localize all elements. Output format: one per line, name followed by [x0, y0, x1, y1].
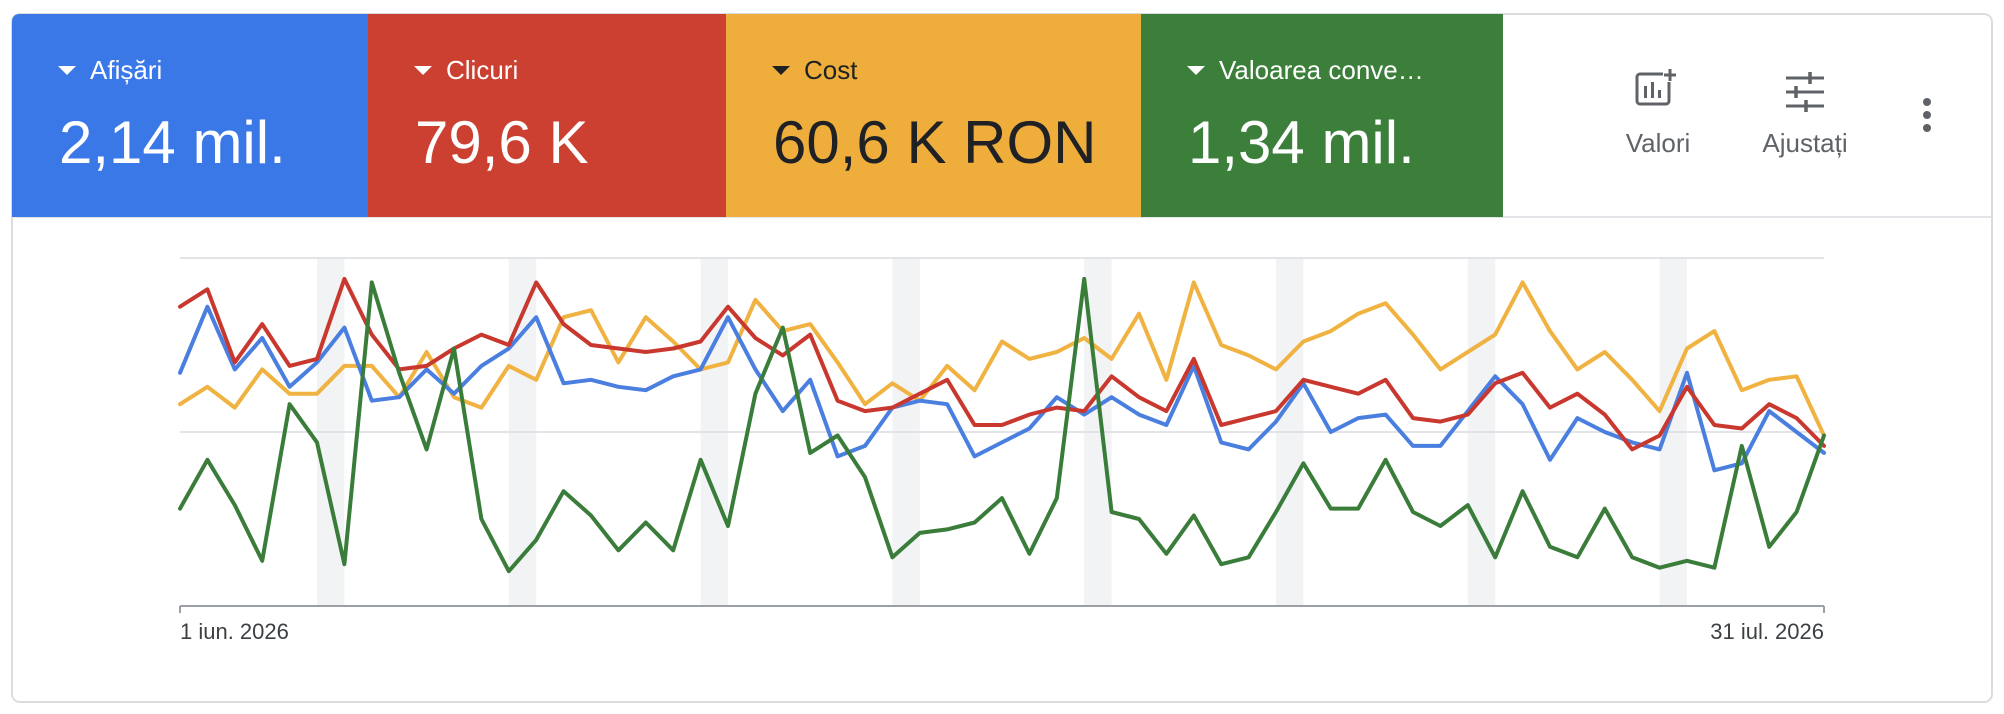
menu-dot — [1923, 98, 1931, 106]
menu-dot — [1923, 124, 1931, 132]
dropdown-arrow — [58, 66, 76, 75]
tile-background — [1141, 14, 1503, 217]
series-line — [178, 304, 1826, 473]
metric-value: 60,6 K RON — [773, 109, 1096, 176]
action-label: Ajustați — [1762, 128, 1847, 158]
values-icon — [1664, 69, 1676, 81]
metric-tiles: Afișări 2,14 mil. Clicuri 79,6 K Cost 60,6 K … — [12, 14, 1503, 217]
dropdown-arrow — [1187, 66, 1205, 75]
metric-name: Afișări — [90, 55, 162, 85]
dropdown-arrow — [772, 66, 790, 75]
adjust-icon — [1794, 72, 1812, 112]
metric-tile[interactable]: Valoarea conve… 1,34 mil. — [1141, 14, 1503, 217]
adjust-button[interactable]: Ajustați — [1762, 72, 1848, 158]
series-line — [178, 276, 1826, 574]
x-tick-label: 31 iul. 2026 — [1710, 619, 1824, 644]
values-icon — [1644, 86, 1647, 98]
values-button[interactable]: Valori — [1626, 68, 1691, 158]
metric-tile[interactable]: Afișări 2,14 mil. — [12, 14, 368, 217]
metric-name: Valoarea conve… — [1219, 55, 1424, 85]
metric-tile[interactable]: Cost 60,6 K RON — [726, 14, 1141, 217]
tile-background — [368, 14, 726, 217]
metric-value: 1,34 mil. — [1188, 109, 1415, 176]
metric-tile[interactable]: Clicuri 79,6 K — [368, 14, 726, 217]
dropdown-arrow — [414, 66, 432, 75]
tile-background — [12, 14, 368, 217]
metric-name: Cost — [804, 55, 858, 85]
values-icon — [1658, 90, 1661, 98]
series-line — [178, 280, 1826, 438]
chart: 1 iun. 2026 31 iul. 2026 — [178, 257, 1826, 644]
more-menu[interactable] — [1923, 98, 1931, 132]
menu-dot — [1923, 111, 1931, 119]
metric-value: 79,6 K — [415, 109, 588, 176]
metric-value: 2,14 mil. — [59, 109, 286, 176]
values-icon — [1635, 72, 1671, 106]
metric-name: Clicuri — [446, 55, 518, 85]
values-icon — [1651, 82, 1654, 98]
tile-background — [726, 14, 1141, 217]
action-label: Valori — [1626, 128, 1691, 158]
x-tick-label: 1 iun. 2026 — [180, 619, 289, 644]
